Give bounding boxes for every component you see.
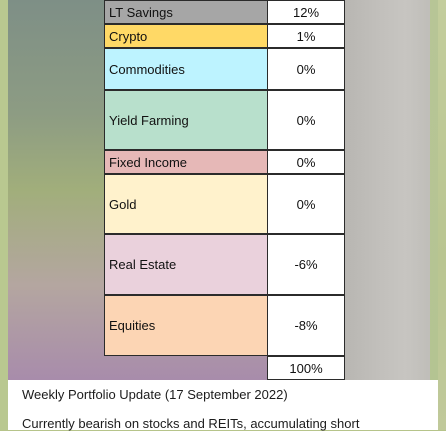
caption-text: Currently bearish on stocks and REITs, a… [22, 416, 360, 431]
category-label: Gold [104, 174, 267, 234]
category-value: 0% [267, 90, 345, 150]
table-row: Yield Farming 0% [104, 90, 345, 150]
table-row: Fixed Income 0% [104, 150, 345, 174]
category-label: Fixed Income [104, 150, 267, 174]
category-label: LT Savings [104, 0, 267, 24]
table-row: Crypto 1% [104, 24, 345, 48]
category-label: Yield Farming [104, 90, 267, 150]
category-value: 0% [267, 150, 345, 174]
portfolio-image[interactable]: LT Savings 12% Crypto 1% Commodities 0% … [8, 0, 438, 380]
caption-title: Weekly Portfolio Update (17 September 20… [22, 387, 288, 402]
category-label: Real Estate [104, 234, 267, 295]
portfolio-table: LT Savings 12% Crypto 1% Commodities 0% … [104, 0, 345, 380]
table-row: Equities -8% [104, 295, 345, 356]
image-background-right [345, 0, 438, 380]
category-value: 0% [267, 48, 345, 90]
total-value: 100% [267, 356, 345, 380]
category-value: 12% [267, 0, 345, 24]
category-label: Commodities [104, 48, 267, 90]
category-label: Crypto [104, 24, 267, 48]
category-value: -8% [267, 295, 345, 356]
table-row: Gold 0% [104, 174, 345, 234]
message-caption: Weekly Portfolio Update (17 September 20… [8, 380, 438, 431]
category-value: -6% [267, 234, 345, 295]
category-value: 0% [267, 174, 345, 234]
table-total-row: 100% [104, 356, 345, 380]
table-row: Commodities 0% [104, 48, 345, 90]
table-row: Real Estate -6% [104, 234, 345, 295]
table-row: LT Savings 12% [104, 0, 345, 24]
category-value: 1% [267, 24, 345, 48]
category-label: Equities [104, 295, 267, 356]
